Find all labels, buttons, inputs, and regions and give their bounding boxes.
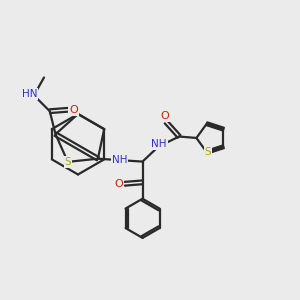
Text: NH: NH <box>112 154 127 165</box>
Text: O: O <box>115 179 123 189</box>
Text: S: S <box>64 157 71 167</box>
Text: O: O <box>160 111 169 122</box>
Text: S: S <box>205 147 211 157</box>
Text: NH: NH <box>151 139 167 149</box>
Text: O: O <box>69 105 78 115</box>
Text: HN: HN <box>22 89 38 99</box>
